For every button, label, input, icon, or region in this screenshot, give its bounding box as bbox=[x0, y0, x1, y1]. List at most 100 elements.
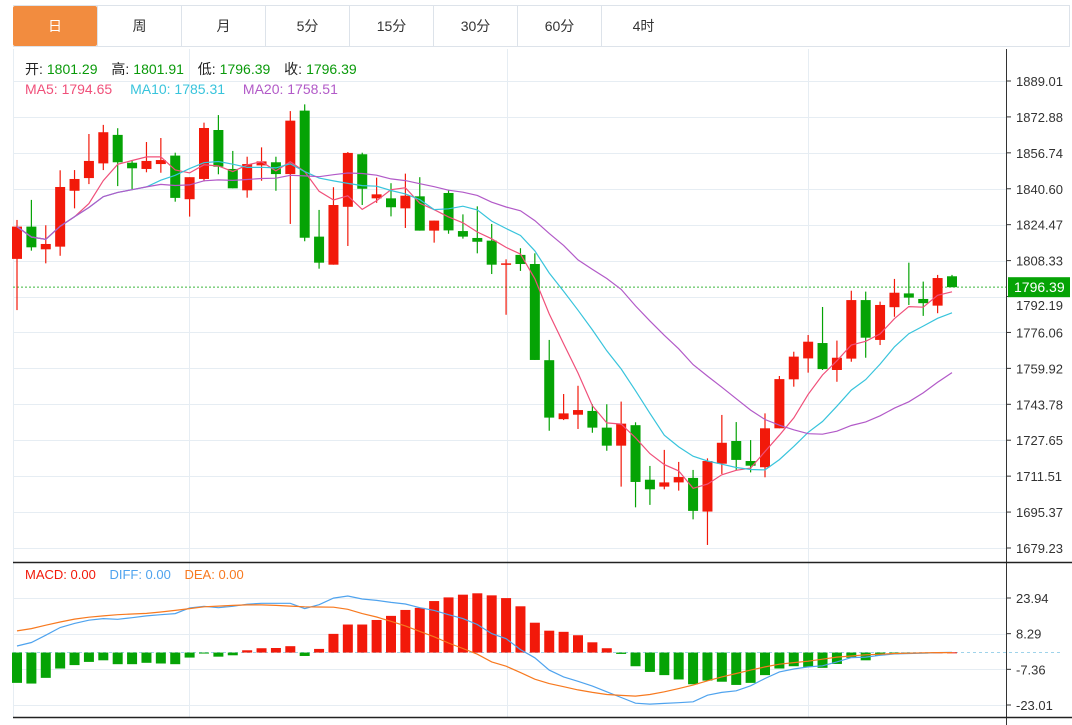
candle-down bbox=[227, 150, 238, 189]
candle-up bbox=[774, 375, 785, 429]
candle-body bbox=[371, 194, 382, 199]
tab-3[interactable]: 5分 bbox=[265, 6, 349, 46]
tab-4[interactable]: 15分 bbox=[349, 6, 433, 46]
current-price-tag: 1796.39 bbox=[1008, 277, 1070, 298]
price-tick-label: 1711.51 bbox=[1016, 469, 1062, 484]
candle-up bbox=[69, 170, 80, 209]
diff-legend-value: DIFF: 0.00 bbox=[109, 567, 171, 582]
candle-body bbox=[242, 164, 253, 191]
price-tick-label: 1840.60 bbox=[1016, 182, 1063, 197]
candle-body bbox=[457, 231, 468, 237]
macd-bar bbox=[170, 652, 181, 665]
price-tick-label: 1776.06 bbox=[1016, 325, 1063, 340]
price-tick-label: 1792.19 bbox=[1016, 298, 1063, 313]
candle-up bbox=[659, 449, 670, 490]
price-tick-label: 1743.78 bbox=[1016, 397, 1063, 412]
low-value: 1796.39 bbox=[219, 61, 271, 77]
candle-body bbox=[573, 410, 583, 415]
current-price-label: 1796.39 bbox=[1014, 279, 1065, 295]
candle-body bbox=[803, 341, 814, 359]
candle-up bbox=[12, 219, 22, 311]
macd-bar bbox=[285, 646, 296, 653]
price-tick-label: 1808.33 bbox=[1016, 254, 1063, 269]
candle-down bbox=[947, 274, 957, 288]
tab-2[interactable]: 月 bbox=[181, 6, 265, 46]
candle-body bbox=[544, 360, 555, 418]
macd-bar bbox=[702, 652, 713, 681]
macd-bar bbox=[414, 607, 425, 653]
macd-bar bbox=[688, 652, 699, 685]
candle-body bbox=[817, 343, 828, 370]
macd-bar bbox=[199, 652, 209, 654]
macd-bar bbox=[817, 652, 828, 668]
low-label: 低: bbox=[197, 61, 216, 77]
tab-7[interactable]: 4时 bbox=[601, 6, 685, 46]
candle-body bbox=[83, 160, 94, 179]
macd-bar bbox=[457, 594, 468, 653]
macd-tick-label: 23.94 bbox=[1016, 591, 1049, 606]
candle-body bbox=[702, 461, 713, 512]
dea-legend-value: DEA: 0.00 bbox=[184, 567, 244, 582]
candle-body bbox=[213, 129, 224, 167]
candle-body bbox=[760, 428, 770, 468]
macd-bar bbox=[55, 652, 66, 669]
candle-body bbox=[155, 160, 166, 165]
candle-body bbox=[98, 132, 109, 164]
candle-down bbox=[529, 253, 540, 360]
macd-bar bbox=[716, 652, 727, 682]
moving-average-lines bbox=[16, 156, 953, 489]
open-label: 开: bbox=[25, 61, 43, 77]
price-tick-label: 1889.01 bbox=[1016, 74, 1063, 89]
candle-down bbox=[731, 422, 742, 470]
macd-bar bbox=[40, 652, 51, 678]
candle-up bbox=[501, 259, 512, 315]
macd-bar bbox=[659, 652, 670, 676]
macd-bar bbox=[26, 652, 37, 684]
candle-up bbox=[558, 394, 569, 421]
candle-body bbox=[716, 442, 727, 464]
macd-legend: MACD: 0.00 DIFF: 0.00 DEA: 0.00 bbox=[25, 567, 248, 582]
macd-bar bbox=[429, 601, 440, 653]
price-tick-label: 1695.37 bbox=[1016, 505, 1063, 520]
macd-bar bbox=[12, 652, 22, 683]
ma20-legend: MA20: 1758.51 bbox=[242, 81, 338, 97]
tab-0[interactable]: 日 bbox=[13, 6, 97, 46]
macd-bar bbox=[630, 652, 641, 667]
candle-down bbox=[630, 422, 641, 508]
candle-body bbox=[831, 357, 842, 370]
macd-bar bbox=[256, 648, 267, 653]
tab-6[interactable]: 60分 bbox=[517, 6, 601, 46]
macd-bar bbox=[69, 652, 80, 666]
macd-bar bbox=[587, 642, 598, 653]
candle-down bbox=[314, 209, 325, 269]
candle-up bbox=[83, 134, 94, 185]
tab-5[interactable]: 30分 bbox=[433, 6, 517, 46]
ma10-legend: MA10: 1785.31 bbox=[130, 81, 226, 97]
candle-up bbox=[371, 177, 382, 203]
tab-1[interactable]: 周 bbox=[97, 6, 181, 46]
candle-down bbox=[515, 248, 526, 271]
macd-histogram bbox=[12, 593, 957, 685]
candle-body bbox=[587, 410, 598, 428]
candle-up bbox=[702, 458, 713, 545]
candle-body bbox=[69, 178, 80, 191]
candle-body bbox=[558, 413, 569, 420]
current-price-tag-bg bbox=[1008, 277, 1070, 298]
macd-bar bbox=[400, 609, 411, 653]
candle-body bbox=[127, 162, 138, 169]
candle-body bbox=[112, 134, 123, 163]
open-value: 1801.29 bbox=[46, 61, 98, 77]
candle-body bbox=[443, 192, 454, 231]
macd-bar bbox=[83, 652, 94, 662]
macd-bar bbox=[760, 652, 770, 676]
macd-bar bbox=[788, 652, 799, 667]
candle-body bbox=[932, 278, 943, 306]
candle-body bbox=[285, 120, 296, 175]
high-value: 1801.91 bbox=[133, 61, 184, 77]
candle-body bbox=[630, 425, 641, 482]
candle-up bbox=[788, 351, 799, 387]
macd-bar bbox=[616, 652, 627, 654]
candle-down bbox=[860, 291, 871, 358]
candle-down bbox=[486, 223, 497, 275]
